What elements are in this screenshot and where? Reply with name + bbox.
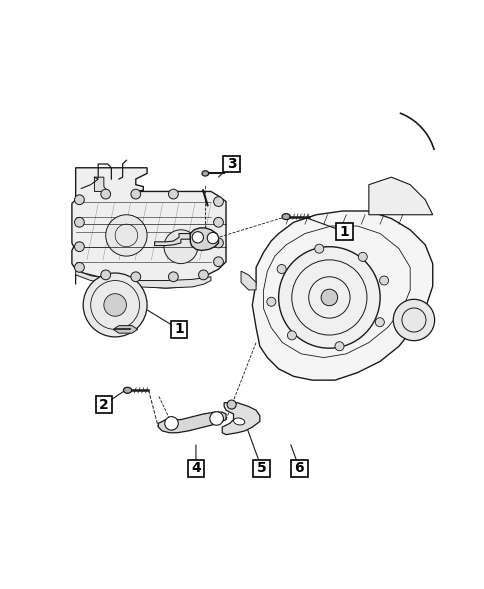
Text: 3: 3 <box>227 157 236 171</box>
Bar <box>95 396 112 413</box>
Circle shape <box>278 247 379 348</box>
Text: 5: 5 <box>257 461 266 475</box>
Circle shape <box>104 294 126 316</box>
Circle shape <box>101 189 110 199</box>
Circle shape <box>198 270 208 280</box>
Circle shape <box>314 244 323 253</box>
Polygon shape <box>190 228 218 250</box>
Circle shape <box>101 270 110 280</box>
Circle shape <box>375 317 383 327</box>
Circle shape <box>266 297 275 306</box>
Polygon shape <box>368 177 432 215</box>
Bar <box>290 460 307 477</box>
Text: 2: 2 <box>99 398 108 412</box>
Circle shape <box>131 189 140 199</box>
Ellipse shape <box>233 418 244 425</box>
Circle shape <box>165 416 178 430</box>
Polygon shape <box>158 412 226 433</box>
Bar <box>335 223 352 240</box>
Circle shape <box>75 195 84 204</box>
Circle shape <box>287 331 296 340</box>
Bar <box>253 460 270 477</box>
Circle shape <box>213 197 223 207</box>
Circle shape <box>334 342 343 350</box>
Circle shape <box>213 217 223 227</box>
Circle shape <box>131 272 140 282</box>
Circle shape <box>75 263 84 272</box>
Ellipse shape <box>281 214 290 220</box>
Polygon shape <box>154 234 190 246</box>
Bar <box>170 321 187 337</box>
Text: 1: 1 <box>174 322 183 336</box>
Circle shape <box>393 299 434 340</box>
Circle shape <box>276 264 286 273</box>
Text: 4: 4 <box>191 461 200 475</box>
Polygon shape <box>252 211 432 380</box>
Ellipse shape <box>123 388 131 393</box>
Text: 1: 1 <box>339 224 348 239</box>
Polygon shape <box>241 271 256 290</box>
Circle shape <box>106 215 147 256</box>
Bar <box>223 155 240 172</box>
Circle shape <box>358 252 366 262</box>
Polygon shape <box>72 168 226 288</box>
Circle shape <box>75 242 84 252</box>
Circle shape <box>227 400 236 409</box>
Polygon shape <box>222 403 259 435</box>
Circle shape <box>168 189 178 199</box>
Circle shape <box>192 231 203 243</box>
Circle shape <box>320 289 337 306</box>
Circle shape <box>168 272 178 282</box>
Circle shape <box>164 230 197 264</box>
Circle shape <box>207 233 218 244</box>
Polygon shape <box>76 270 211 288</box>
Circle shape <box>75 217 84 227</box>
Circle shape <box>83 273 147 337</box>
Text: 6: 6 <box>294 461 303 475</box>
Polygon shape <box>113 326 137 333</box>
Circle shape <box>379 276 388 285</box>
Ellipse shape <box>201 171 208 176</box>
Bar <box>187 460 204 477</box>
Polygon shape <box>94 177 107 191</box>
Circle shape <box>213 238 223 248</box>
Circle shape <box>210 412 223 425</box>
Circle shape <box>213 257 223 267</box>
